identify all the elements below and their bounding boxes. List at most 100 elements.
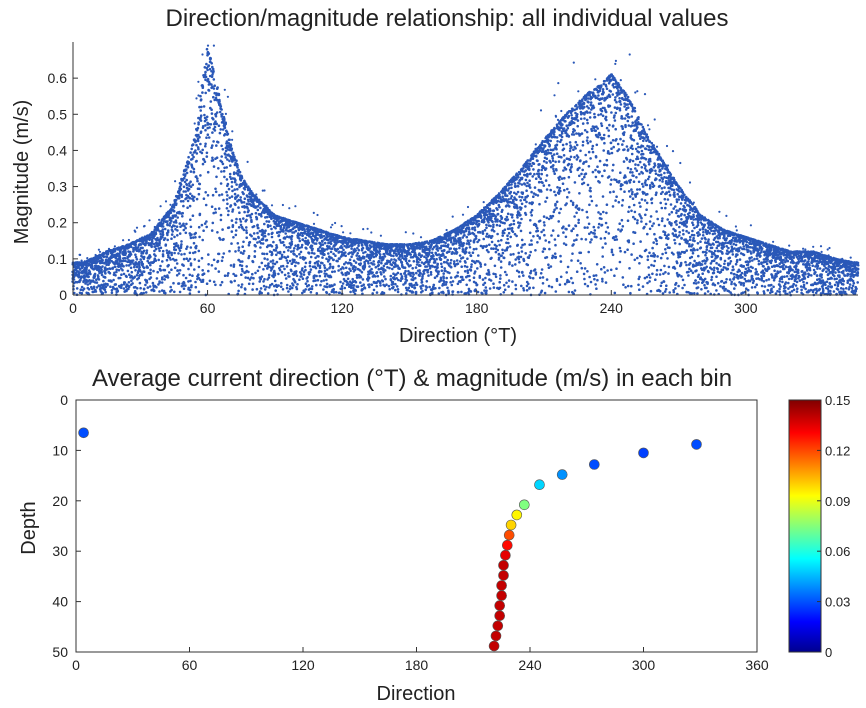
scatter-point — [176, 229, 179, 232]
scatter-point — [161, 236, 164, 239]
scatter-point — [294, 265, 297, 268]
scatter-point — [139, 258, 142, 261]
scatter-point — [275, 284, 278, 287]
scatter-point — [415, 291, 418, 294]
scatter-point — [478, 223, 481, 226]
scatter-point — [89, 273, 92, 276]
scatter-point — [170, 220, 173, 223]
scatter-point — [548, 285, 551, 288]
scatter-point — [431, 252, 434, 255]
scatter-point — [447, 292, 450, 295]
scatter-point — [475, 221, 478, 224]
scatter-point — [469, 232, 472, 235]
scatter-point — [383, 292, 386, 295]
scatter-point — [543, 160, 546, 163]
scatter-point — [248, 255, 251, 258]
scatter-point — [551, 286, 554, 289]
scatter-point — [241, 183, 244, 186]
scatter-point — [166, 220, 169, 223]
scatter-point — [548, 248, 551, 251]
scatter-point — [214, 284, 217, 287]
scatter-point — [298, 253, 301, 256]
scatter-point — [509, 236, 512, 239]
scatter-point — [308, 273, 311, 276]
scatter-point — [426, 280, 429, 283]
scatter-point — [473, 241, 476, 244]
scatter-point — [241, 260, 244, 263]
scatter-point — [383, 275, 386, 278]
scatter-point — [125, 275, 128, 278]
scatter-point — [460, 291, 463, 294]
scatter-point — [506, 247, 509, 250]
scatter-point — [495, 218, 498, 221]
scatter-point — [205, 76, 208, 79]
scatter-point — [514, 258, 517, 261]
scatter-point — [257, 227, 260, 230]
scatter-point — [520, 285, 523, 288]
scatter-point — [258, 266, 261, 269]
scatter-point — [233, 173, 236, 176]
scatter-point — [219, 128, 222, 131]
scatter-point — [139, 287, 142, 290]
scatter-point — [362, 278, 365, 281]
scatter-point — [521, 271, 524, 274]
scatter-point — [395, 254, 398, 257]
scatter-point — [225, 156, 228, 159]
scatter-point — [238, 226, 241, 229]
scatter-point — [483, 220, 486, 223]
scatter-point — [162, 228, 165, 231]
scatter-point — [544, 292, 547, 295]
scatter-point — [484, 229, 487, 232]
scatter-point — [311, 285, 314, 288]
scatter-point — [477, 220, 480, 223]
scatter-point — [378, 261, 381, 264]
scatter-point — [118, 254, 121, 257]
scatter-point — [291, 235, 294, 238]
scatter-point — [286, 265, 289, 268]
scatter-point — [426, 265, 429, 268]
scatter-point — [377, 264, 380, 267]
scatter-point — [530, 270, 533, 273]
scatter-point — [458, 247, 461, 250]
scatter-point — [193, 168, 196, 171]
scatter-point — [256, 232, 259, 235]
scatter-point — [147, 286, 150, 289]
scatter-point — [301, 239, 304, 242]
scatter-point — [104, 266, 107, 269]
scatter-point — [332, 259, 335, 262]
scatter-point — [291, 241, 294, 244]
scatter-point — [211, 73, 214, 76]
scatter-point — [267, 226, 270, 229]
scatter-point — [204, 191, 207, 194]
scatter-point — [155, 286, 158, 289]
scatter-point — [227, 214, 230, 217]
scatter-point — [426, 271, 429, 274]
scatter-point — [167, 254, 170, 257]
scatter-point — [236, 166, 239, 169]
scatter-point — [491, 221, 494, 224]
scatter-point — [342, 282, 345, 285]
scatter-point — [296, 275, 299, 278]
scatter-point — [490, 217, 493, 220]
scatter-point — [299, 256, 302, 259]
scatter-point — [202, 279, 205, 282]
scatter-point — [283, 251, 286, 254]
scatter-point — [290, 250, 293, 253]
scatter-point — [234, 179, 237, 182]
scatter-point — [450, 238, 453, 241]
scatter-point — [376, 254, 379, 257]
scatter-point — [150, 276, 153, 279]
scatter-point — [146, 249, 149, 252]
scatter-point — [405, 292, 408, 295]
scatter-point — [222, 148, 225, 151]
scatter-point — [107, 271, 110, 274]
scatter-point — [251, 213, 254, 216]
scatter-point — [204, 160, 207, 163]
scatter-point — [319, 246, 322, 249]
scatter-point — [124, 281, 127, 284]
scatter-point — [528, 287, 531, 290]
scatter-point — [166, 239, 169, 242]
scatter-point — [303, 273, 306, 276]
scatter-point — [505, 282, 508, 285]
scatter-point — [327, 252, 330, 255]
